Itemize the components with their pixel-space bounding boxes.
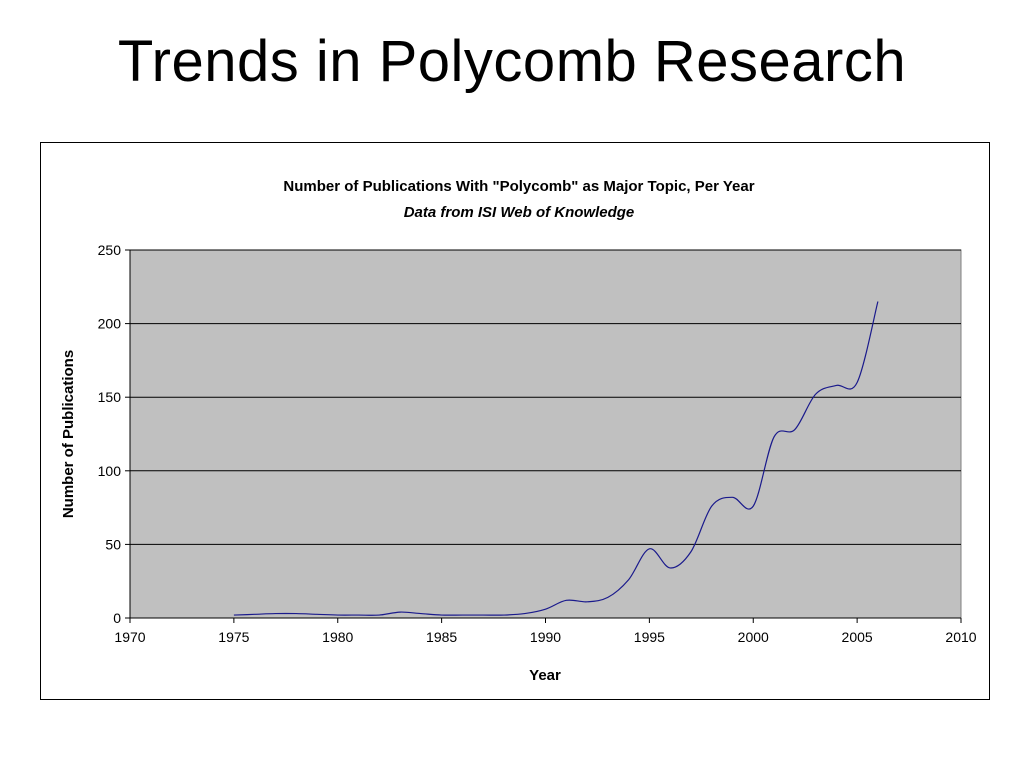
- x-tick-label: 1985: [426, 629, 457, 645]
- slide-title: Trends in Polycomb Research: [117, 29, 907, 94]
- x-tick-label: 1995: [634, 629, 665, 645]
- y-tick-label: 150: [98, 389, 122, 405]
- line-chart: Number of Publications With "Polycomb" a…: [60, 178, 977, 684]
- x-axis-title: Year: [529, 667, 561, 684]
- plot-area: [129, 249, 962, 619]
- y-tick-label: 100: [98, 463, 122, 479]
- x-tick-label: 2010: [945, 629, 976, 645]
- series-line: [233, 301, 879, 616]
- y-tick-labels: 0 50 100 150 200 250: [98, 242, 122, 626]
- y-tick-label: 200: [98, 316, 122, 332]
- x-tick-label: 1975: [218, 629, 249, 645]
- y-tick-label: 250: [98, 242, 122, 258]
- chart-title: Number of Publications With "Polycomb" a…: [283, 178, 754, 195]
- gridlines: [130, 249, 961, 545]
- x-tick-labels: 1970 1975 1980 1985 1990 1995 2000 2005 2010: [114, 629, 976, 645]
- x-tick-label: 2000: [738, 629, 769, 645]
- axes: [125, 249, 962, 623]
- x-tick-label: 1990: [530, 629, 561, 645]
- y-axis-title: Number of Publications: [60, 350, 77, 518]
- x-tick-label: 1970: [114, 629, 145, 645]
- y-tick-label: 0: [113, 610, 121, 626]
- x-tick-label: 2005: [842, 629, 873, 645]
- chart-subtitle: Data from ISI Web of Knowledge: [404, 204, 635, 221]
- x-tick-label: 1980: [322, 629, 353, 645]
- y-tick-label: 50: [105, 536, 121, 552]
- chart-frame: Number of Publications With "Polycomb" a…: [40, 142, 990, 700]
